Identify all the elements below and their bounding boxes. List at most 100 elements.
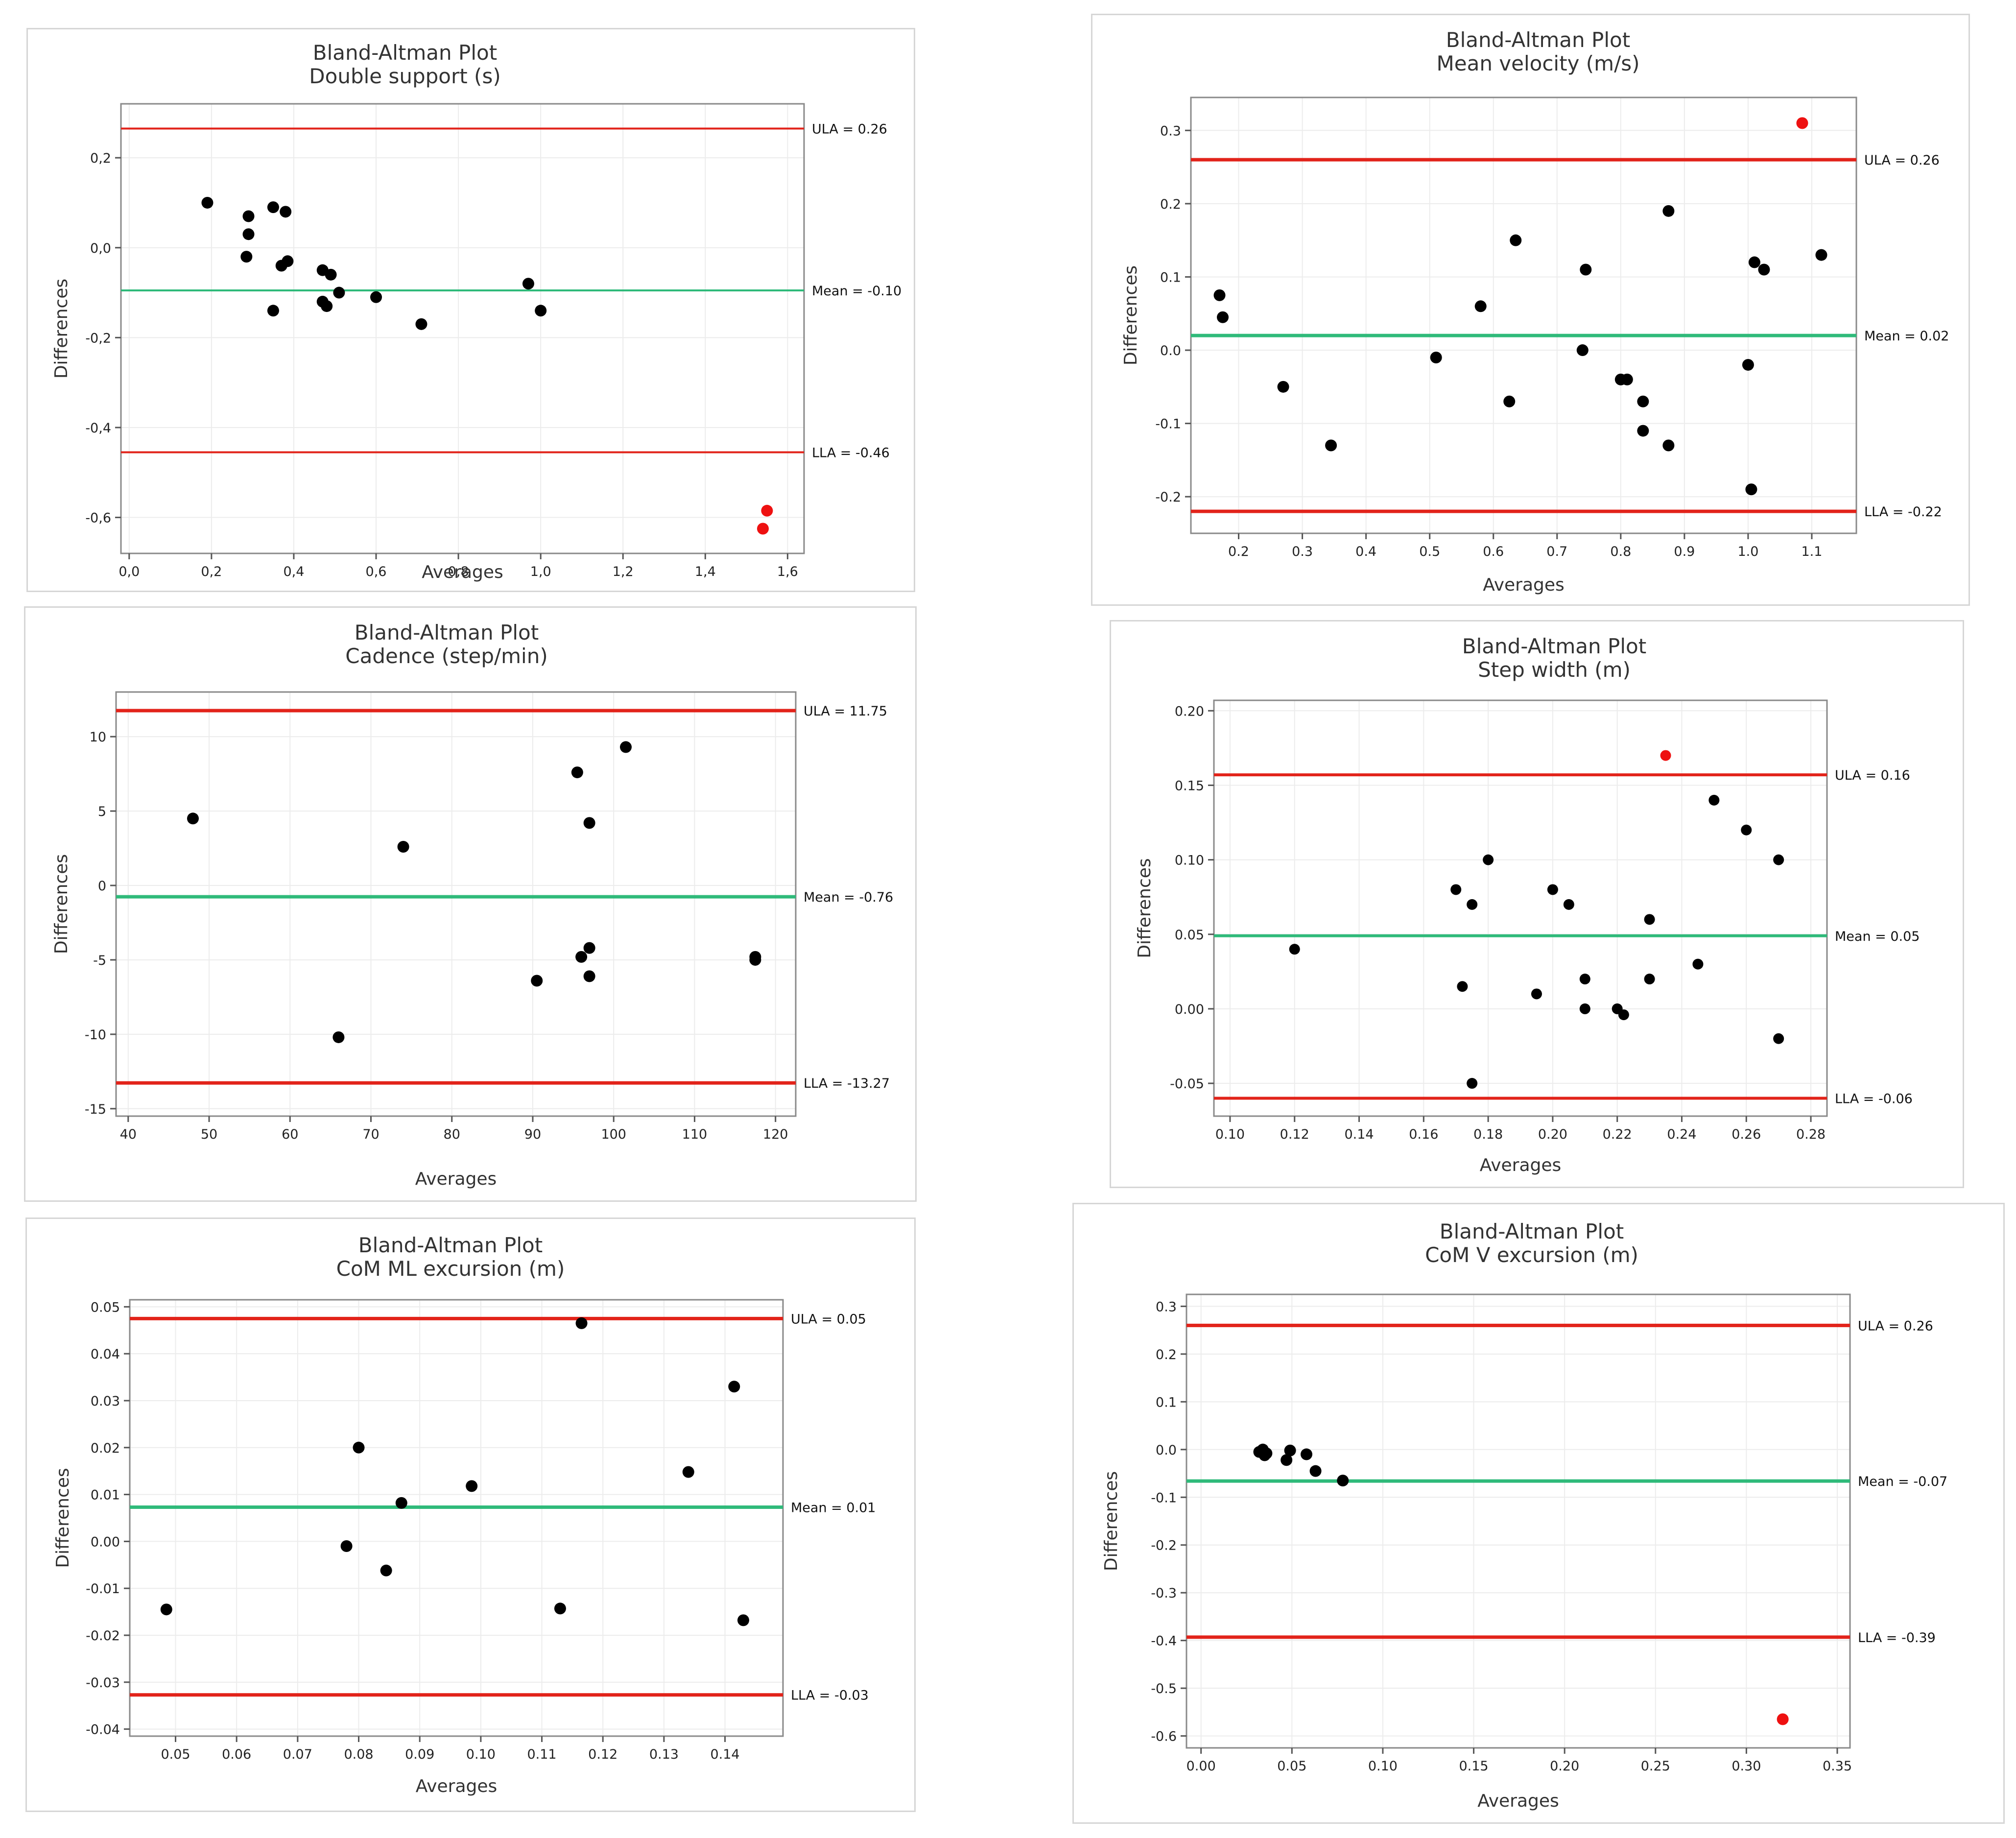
- x-tick-label: 1,2: [613, 564, 634, 579]
- y-tick-label: 0.03: [91, 1394, 120, 1409]
- data-point: [1742, 358, 1754, 371]
- x-tick-label: 50: [201, 1127, 217, 1142]
- data-point: [1644, 914, 1655, 925]
- data-point: [242, 210, 255, 222]
- plot-frame: [120, 103, 805, 554]
- y-tick-label: -15: [85, 1102, 106, 1117]
- y-tick-label: 5: [98, 804, 106, 819]
- y-tick-label: -0.1: [1155, 417, 1181, 432]
- data-point: [583, 817, 595, 829]
- x-tick-label: 0.6: [1483, 544, 1504, 559]
- y-axis-label: Differences: [51, 279, 71, 379]
- x-tick-label: 0.08: [344, 1747, 373, 1762]
- y-axis-label: Differences: [1135, 858, 1155, 958]
- data-point: [1213, 289, 1226, 301]
- data-point: [1745, 483, 1757, 496]
- chart-title: Bland-Altman Plot: [1462, 634, 1646, 658]
- mean-label: Mean = -0.10: [812, 284, 901, 299]
- x-tick-label: 0.15: [1459, 1759, 1488, 1774]
- data-point: [466, 1480, 478, 1492]
- y-tick-label: -0.04: [86, 1722, 120, 1738]
- y-tick-label: -0.5: [1151, 1681, 1177, 1696]
- x-tick-label: 0.7: [1546, 544, 1567, 559]
- mean-label: Mean = -0.07: [1858, 1474, 1947, 1489]
- ula-label: ULA = 11.75: [804, 704, 887, 719]
- data-point: [1563, 899, 1574, 910]
- chart-subtitle: Step width (m): [1478, 658, 1631, 682]
- y-tick-label: 0.0: [1160, 343, 1181, 358]
- x-tick-label: 1.0: [1737, 544, 1758, 559]
- x-tick-label: 0.10: [466, 1747, 496, 1762]
- outlier-point: [757, 523, 769, 535]
- data-point: [160, 1603, 172, 1616]
- y-tick-label: 0.00: [1175, 1002, 1204, 1017]
- y-tick-label: -0.05: [1170, 1076, 1204, 1092]
- y-tick-label: 0.02: [91, 1441, 120, 1456]
- x-tick-label: 1,4: [695, 564, 716, 579]
- data-point: [1579, 974, 1590, 985]
- x-tick-label: 0.8: [1610, 544, 1631, 559]
- data-point: [1758, 263, 1770, 276]
- chart-title: Bland-Altman Plot: [355, 621, 539, 644]
- plot-frame: [1190, 96, 1857, 534]
- data-point: [1337, 1475, 1349, 1487]
- data-point: [395, 1497, 407, 1509]
- data-point: [267, 201, 279, 214]
- chart-subtitle: CoM ML excursion (m): [336, 1257, 565, 1281]
- x-axis-label: Averages: [415, 1169, 497, 1189]
- data-point: [728, 1381, 740, 1393]
- x-axis-label: Averages: [416, 1776, 498, 1796]
- x-tick-label: 0.9: [1674, 544, 1695, 559]
- x-tick-label: 0.2: [1228, 544, 1249, 559]
- mean-label: Mean = 0.02: [1864, 329, 1949, 344]
- x-tick-label: 100: [601, 1127, 626, 1142]
- chart-title: Bland-Altman Plot: [1446, 28, 1630, 52]
- ula-label: ULA = 0.26: [812, 121, 887, 137]
- y-tick-label: -0.3: [1151, 1586, 1177, 1601]
- x-tick-label: 0,6: [366, 564, 387, 579]
- data-point: [267, 305, 279, 317]
- data-point: [1309, 1465, 1322, 1477]
- data-point: [1260, 1447, 1273, 1459]
- data-point: [1503, 395, 1516, 407]
- x-tick-label: 0.24: [1667, 1127, 1696, 1142]
- outlier-point: [1796, 117, 1808, 129]
- data-point: [325, 268, 337, 281]
- x-tick-label: 0.28: [1796, 1127, 1826, 1142]
- data-point: [1662, 439, 1675, 452]
- y-tick-label: 0: [98, 879, 106, 894]
- x-tick-label: 0.4: [1355, 544, 1376, 559]
- data-point: [554, 1602, 566, 1615]
- x-axis-label: Averages: [422, 562, 503, 582]
- lla-label: LLA = -0.06: [1835, 1091, 1913, 1106]
- data-point: [1450, 884, 1462, 895]
- plot-frame: [115, 691, 797, 1117]
- data-point: [340, 1540, 353, 1552]
- lla-label: LLA = -0.39: [1858, 1630, 1936, 1646]
- data-point: [1217, 311, 1229, 323]
- outlier-point: [1777, 1713, 1789, 1725]
- data-point: [1644, 974, 1655, 985]
- y-tick-label: -0.01: [86, 1581, 120, 1597]
- y-tick-label: -5: [93, 953, 106, 968]
- data-point: [1618, 1009, 1629, 1021]
- data-point: [737, 1614, 749, 1626]
- data-point: [1510, 234, 1522, 246]
- lla-label: LLA = -0.03: [791, 1688, 869, 1703]
- x-axis-label: Averages: [1480, 1155, 1562, 1175]
- ula-label: ULA = 0.16: [1835, 768, 1910, 783]
- data-point: [280, 206, 292, 218]
- plot-frame: [1186, 1293, 1851, 1749]
- data-point: [1301, 1448, 1313, 1460]
- x-tick-label: 0.09: [405, 1747, 434, 1762]
- data-point: [1284, 1444, 1296, 1456]
- ula-label: ULA = 0.26: [1858, 1318, 1933, 1334]
- data-point: [1467, 1078, 1478, 1089]
- y-tick-label: 0.2: [1156, 1347, 1177, 1362]
- chart-subtitle: Cadence (step/min): [345, 644, 547, 668]
- y-tick-label: -0.2: [1151, 1538, 1177, 1553]
- plot-frame: [1213, 699, 1828, 1117]
- x-tick-label: 0.07: [283, 1747, 312, 1762]
